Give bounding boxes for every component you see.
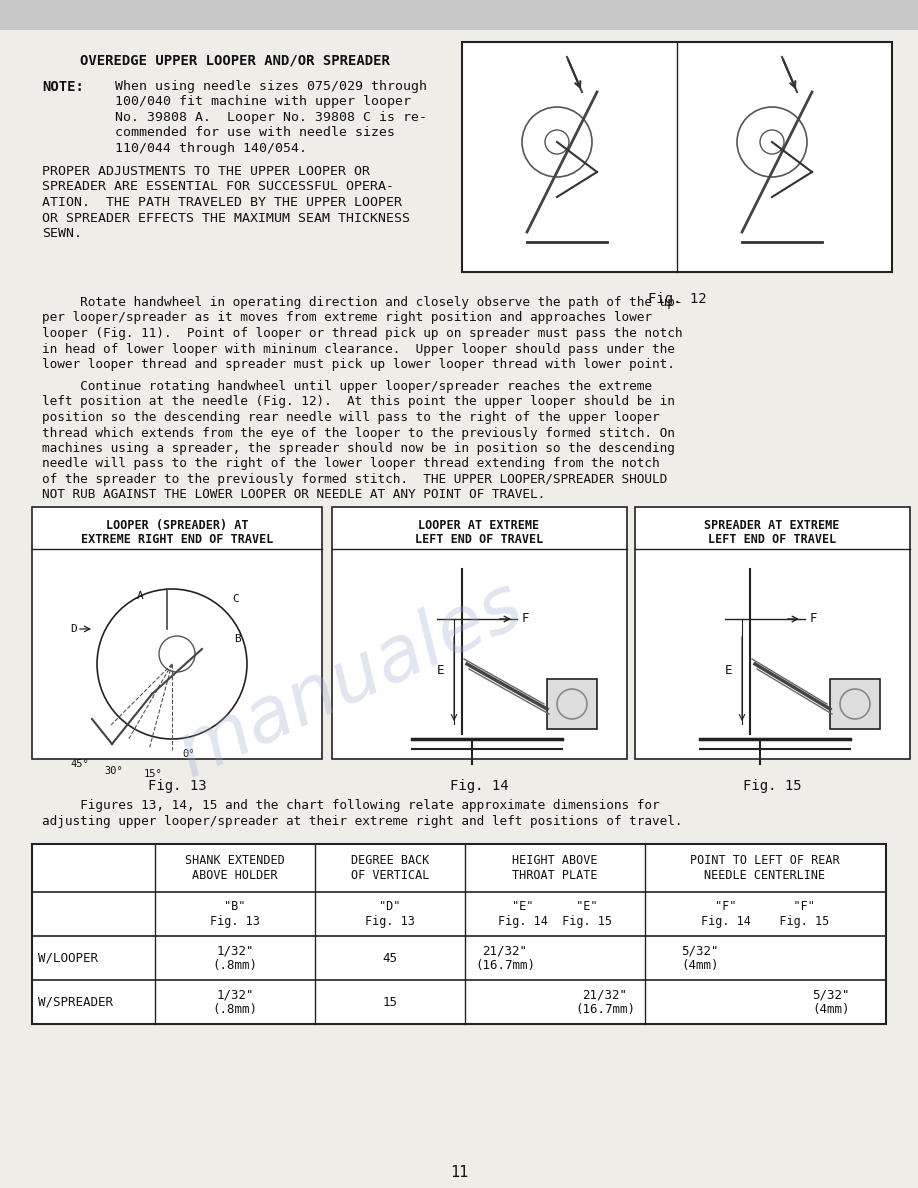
Text: LOOPER (SPREADER) AT: LOOPER (SPREADER) AT: [106, 519, 248, 532]
Text: SPREADER AT EXTREME: SPREADER AT EXTREME: [704, 519, 840, 532]
Text: E: E: [437, 664, 444, 677]
Text: B: B: [234, 634, 241, 644]
Bar: [547, 680, 597, 729]
Text: "D"
Fig. 13: "D" Fig. 13: [365, 901, 415, 928]
Text: left position at the needle (Fig. 12).  At this point the upper looper should be: left position at the needle (Fig. 12). A…: [42, 396, 675, 409]
Text: PROPER ADJUSTMENTS TO THE UPPER LOOPER OR: PROPER ADJUSTMENTS TO THE UPPER LOOPER O…: [42, 165, 370, 178]
Text: adjusting upper looper/spreader at their extreme right and left positions of tra: adjusting upper looper/spreader at their…: [42, 815, 682, 828]
Text: HEIGHT ABOVE
THROAT PLATE: HEIGHT ABOVE THROAT PLATE: [512, 854, 598, 881]
Text: "E"      "E"
Fig. 14  Fig. 15: "E" "E" Fig. 14 Fig. 15: [498, 901, 612, 928]
Text: lower looper thread and spreader must pick up lower looper thread with lower poi: lower looper thread and spreader must pi…: [42, 358, 675, 371]
Text: looper (Fig. 11).  Point of looper or thread pick up on spreader must pass the n: looper (Fig. 11). Point of looper or thr…: [42, 327, 682, 340]
Text: 100/040 fit machine with upper looper: 100/040 fit machine with upper looper: [115, 95, 411, 108]
Bar: [830, 680, 880, 729]
Text: 110/044 through 140/054.: 110/044 through 140/054.: [115, 143, 307, 154]
Text: F: F: [810, 613, 818, 626]
Text: Fig. 15: Fig. 15: [743, 779, 801, 794]
Text: W/LOOPER: W/LOOPER: [38, 952, 98, 965]
Text: W/SPREADER: W/SPREADER: [38, 996, 113, 1009]
Text: A: A: [137, 590, 144, 601]
Text: in head of lower looper with mininum clearance.  Upper looper should pass under : in head of lower looper with mininum cle…: [42, 342, 675, 355]
Text: of the spreader to the previously formed stitch.  THE UPPER LOOPER/SPREADER SHOU: of the spreader to the previously formed…: [42, 473, 667, 486]
Text: "F"        "F"
Fig. 14    Fig. 15: "F" "F" Fig. 14 Fig. 15: [700, 901, 829, 928]
Text: 45°: 45°: [70, 759, 89, 769]
Text: EXTREME RIGHT END OF TRAVEL: EXTREME RIGHT END OF TRAVEL: [81, 533, 274, 546]
Text: 11: 11: [450, 1165, 468, 1180]
Text: NOTE:: NOTE:: [42, 80, 84, 94]
Text: SEWN.: SEWN.: [42, 227, 82, 240]
Text: 15: 15: [383, 996, 397, 1009]
Text: 5/32"
(4mm): 5/32" (4mm): [681, 944, 719, 972]
Text: per looper/spreader as it moves from extreme right position and approaches lower: per looper/spreader as it moves from ext…: [42, 311, 652, 324]
Text: 0°: 0°: [182, 748, 195, 759]
Bar: [0, 0, 918, 30]
Text: 15°: 15°: [144, 769, 162, 779]
Text: F: F: [522, 613, 530, 626]
Bar: [32, 507, 322, 759]
Text: thread which extends from the eye of the looper to the previously formed stitch.: thread which extends from the eye of the…: [42, 426, 675, 440]
Text: 1/32"
(.8mm): 1/32" (.8mm): [212, 988, 258, 1016]
Text: manuales: manuales: [165, 568, 534, 792]
Text: E: E: [725, 664, 733, 677]
Text: Fig. 12: Fig. 12: [648, 292, 706, 307]
Bar: [462, 42, 892, 272]
Text: C: C: [232, 594, 239, 604]
Text: POINT TO LEFT OF REAR
NEEDLE CENTERLINE: POINT TO LEFT OF REAR NEEDLE CENTERLINE: [690, 854, 840, 881]
Text: LEFT END OF TRAVEL: LEFT END OF TRAVEL: [708, 533, 836, 546]
Bar: [332, 507, 627, 759]
Text: No. 39808 A.  Looper No. 39808 C is re-: No. 39808 A. Looper No. 39808 C is re-: [115, 110, 427, 124]
Text: Fig. 14: Fig. 14: [450, 779, 509, 794]
Text: position so the descending rear needle will pass to the right of the upper loope: position so the descending rear needle w…: [42, 411, 660, 424]
Bar: [32, 843, 886, 1024]
Text: Rotate handwheel in operating direction and closely observe the path of the up-: Rotate handwheel in operating direction …: [42, 296, 682, 309]
Text: Fig. 13: Fig. 13: [148, 779, 207, 794]
Text: LOOPER AT EXTREME: LOOPER AT EXTREME: [419, 519, 540, 532]
Text: SHANK EXTENDED
ABOVE HOLDER: SHANK EXTENDED ABOVE HOLDER: [185, 854, 285, 881]
Text: 45: 45: [383, 952, 397, 965]
Text: ATION.  THE PATH TRAVELED BY THE UPPER LOOPER: ATION. THE PATH TRAVELED BY THE UPPER LO…: [42, 196, 402, 209]
Text: OVEREDGE UPPER LOOPER AND/OR SPREADER: OVEREDGE UPPER LOOPER AND/OR SPREADER: [80, 53, 390, 67]
Text: 1/32"
(.8mm): 1/32" (.8mm): [212, 944, 258, 972]
Bar: [635, 507, 910, 759]
Text: LEFT END OF TRAVEL: LEFT END OF TRAVEL: [415, 533, 543, 546]
Text: 21/32"
(16.7mm): 21/32" (16.7mm): [575, 988, 635, 1016]
Text: SPREADER ARE ESSENTIAL FOR SUCCESSFUL OPERA-: SPREADER ARE ESSENTIAL FOR SUCCESSFUL OP…: [42, 181, 394, 194]
Text: D: D: [70, 624, 77, 634]
Text: OR SPREADER EFFECTS THE MAXIMUM SEAM THICKNESS: OR SPREADER EFFECTS THE MAXIMUM SEAM THI…: [42, 211, 410, 225]
Text: needle will pass to the right of the lower looper thread extending from the notc: needle will pass to the right of the low…: [42, 457, 660, 470]
Text: "B"
Fig. 13: "B" Fig. 13: [210, 901, 260, 928]
Text: machines using a spreader, the spreader should now be in position so the descend: machines using a spreader, the spreader …: [42, 442, 675, 455]
Text: Figures 13, 14, 15 and the chart following relate approximate dimensions for: Figures 13, 14, 15 and the chart followi…: [42, 800, 660, 813]
Text: 30°: 30°: [104, 766, 123, 776]
Text: DEGREE BACK
OF VERTICAL: DEGREE BACK OF VERTICAL: [351, 854, 430, 881]
Text: 21/32"
(16.7mm): 21/32" (16.7mm): [475, 944, 535, 972]
Text: When using needle sizes 075/029 through: When using needle sizes 075/029 through: [115, 80, 427, 93]
Text: commended for use with needle sizes: commended for use with needle sizes: [115, 126, 395, 139]
Text: NOT RUB AGAINST THE LOWER LOOPER OR NEEDLE AT ANY POINT OF TRAVEL.: NOT RUB AGAINST THE LOWER LOOPER OR NEED…: [42, 488, 545, 501]
Text: 5/32"
(4mm): 5/32" (4mm): [812, 988, 850, 1016]
Text: Continue rotating handwheel until upper looper/spreader reaches the extreme: Continue rotating handwheel until upper …: [42, 380, 652, 393]
